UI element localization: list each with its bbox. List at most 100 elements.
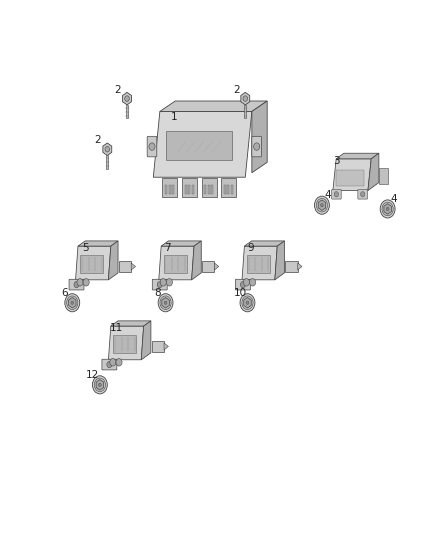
FancyBboxPatch shape xyxy=(81,255,103,273)
Circle shape xyxy=(110,359,116,366)
FancyBboxPatch shape xyxy=(106,156,109,169)
Polygon shape xyxy=(75,246,111,280)
Circle shape xyxy=(382,202,393,216)
Text: 7: 7 xyxy=(164,243,171,253)
Polygon shape xyxy=(103,143,112,156)
Polygon shape xyxy=(160,101,267,111)
Text: 1: 1 xyxy=(171,112,178,122)
Polygon shape xyxy=(96,379,104,390)
FancyBboxPatch shape xyxy=(208,184,210,194)
Circle shape xyxy=(250,279,256,286)
Polygon shape xyxy=(297,263,302,270)
Circle shape xyxy=(314,196,329,214)
Polygon shape xyxy=(159,246,194,280)
Polygon shape xyxy=(244,297,251,308)
Polygon shape xyxy=(162,297,170,308)
FancyBboxPatch shape xyxy=(69,279,84,290)
Text: 2: 2 xyxy=(94,135,101,144)
FancyBboxPatch shape xyxy=(247,255,270,273)
Polygon shape xyxy=(119,261,131,272)
Polygon shape xyxy=(275,241,285,280)
FancyBboxPatch shape xyxy=(231,184,233,194)
FancyBboxPatch shape xyxy=(126,105,128,118)
Polygon shape xyxy=(192,241,201,280)
Polygon shape xyxy=(244,241,285,246)
FancyBboxPatch shape xyxy=(165,184,167,194)
Circle shape xyxy=(65,294,80,312)
Polygon shape xyxy=(318,200,326,211)
Text: 3: 3 xyxy=(333,156,340,166)
Polygon shape xyxy=(123,92,131,105)
FancyBboxPatch shape xyxy=(147,136,157,157)
Circle shape xyxy=(83,279,89,286)
Polygon shape xyxy=(285,261,297,272)
Circle shape xyxy=(242,296,253,310)
Polygon shape xyxy=(252,101,267,173)
Circle shape xyxy=(71,301,74,304)
Polygon shape xyxy=(215,263,219,270)
Polygon shape xyxy=(161,241,201,246)
FancyBboxPatch shape xyxy=(358,189,367,199)
Text: 2: 2 xyxy=(233,85,240,94)
Circle shape xyxy=(160,279,166,286)
FancyBboxPatch shape xyxy=(185,184,187,194)
FancyBboxPatch shape xyxy=(192,184,194,194)
Text: 11: 11 xyxy=(110,323,123,333)
Text: 10: 10 xyxy=(233,288,247,298)
Circle shape xyxy=(99,383,101,386)
Circle shape xyxy=(334,191,339,197)
Text: 5: 5 xyxy=(82,243,89,253)
FancyBboxPatch shape xyxy=(204,184,206,194)
Circle shape xyxy=(321,204,323,207)
Polygon shape xyxy=(108,326,144,360)
Text: 2: 2 xyxy=(114,85,121,94)
FancyBboxPatch shape xyxy=(152,279,167,290)
Polygon shape xyxy=(153,111,252,177)
FancyBboxPatch shape xyxy=(162,179,177,197)
Polygon shape xyxy=(68,297,76,308)
FancyBboxPatch shape xyxy=(102,359,117,370)
Circle shape xyxy=(74,281,79,288)
FancyBboxPatch shape xyxy=(236,279,251,290)
Circle shape xyxy=(125,96,129,101)
FancyBboxPatch shape xyxy=(172,184,174,194)
Circle shape xyxy=(166,279,173,286)
Circle shape xyxy=(94,378,106,392)
Circle shape xyxy=(92,376,107,394)
Circle shape xyxy=(240,294,255,312)
Polygon shape xyxy=(202,261,215,272)
Polygon shape xyxy=(164,343,168,350)
Circle shape xyxy=(67,296,78,310)
Polygon shape xyxy=(78,241,118,246)
FancyBboxPatch shape xyxy=(221,179,236,197)
Polygon shape xyxy=(333,159,371,190)
Polygon shape xyxy=(384,204,392,214)
Circle shape xyxy=(158,294,173,312)
Circle shape xyxy=(380,200,395,218)
FancyBboxPatch shape xyxy=(224,184,226,194)
Circle shape xyxy=(77,279,83,286)
Polygon shape xyxy=(109,241,118,280)
Circle shape xyxy=(107,361,112,368)
Polygon shape xyxy=(141,321,151,360)
Polygon shape xyxy=(242,246,277,280)
FancyBboxPatch shape xyxy=(227,184,230,194)
Circle shape xyxy=(157,281,162,288)
Polygon shape xyxy=(336,154,379,159)
FancyBboxPatch shape xyxy=(201,179,216,197)
Text: 12: 12 xyxy=(85,370,99,379)
FancyBboxPatch shape xyxy=(113,335,136,353)
Circle shape xyxy=(246,301,249,304)
FancyBboxPatch shape xyxy=(188,184,191,194)
Polygon shape xyxy=(241,92,250,105)
Circle shape xyxy=(160,296,171,310)
Text: 6: 6 xyxy=(61,288,68,298)
Circle shape xyxy=(149,143,155,150)
FancyBboxPatch shape xyxy=(379,168,388,184)
Circle shape xyxy=(240,281,245,288)
FancyBboxPatch shape xyxy=(252,136,261,157)
Circle shape xyxy=(105,147,110,152)
Text: 4: 4 xyxy=(324,190,331,200)
FancyBboxPatch shape xyxy=(166,131,233,160)
FancyBboxPatch shape xyxy=(336,170,364,186)
